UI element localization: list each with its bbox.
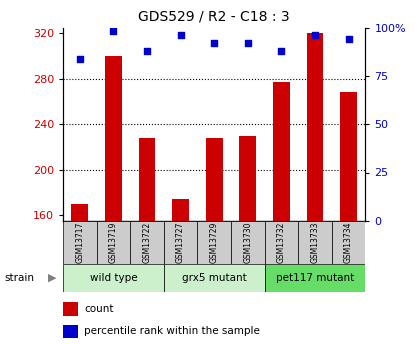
Bar [139,138,155,221]
Bar [105,56,122,221]
Text: ▶: ▶ [48,273,57,283]
Point [76,56,83,61]
Text: wild type: wild type [89,273,137,283]
Bar [63,264,164,292]
Text: GSM13733: GSM13733 [310,221,320,263]
Point [345,37,352,42]
Bar [265,221,298,264]
Bar [307,33,323,221]
Text: strain: strain [4,273,34,283]
Bar [340,92,357,221]
Text: GSM13717: GSM13717 [75,222,84,263]
Bar [71,204,88,221]
Bar [97,221,130,264]
Bar [231,221,265,264]
Text: GSM13730: GSM13730 [243,221,252,263]
Point [244,40,251,46]
Text: pet117 mutant: pet117 mutant [276,273,354,283]
Text: GSM13732: GSM13732 [277,222,286,263]
Bar [164,264,265,292]
Text: count: count [84,304,114,314]
Point [177,32,184,38]
Bar [164,221,197,264]
Bar [265,264,365,292]
Text: percentile rank within the sample: percentile rank within the sample [84,326,260,336]
Bar [172,199,189,221]
Bar [197,221,231,264]
Point [144,48,150,53]
Point [211,40,218,46]
Text: GSM13729: GSM13729 [210,222,219,263]
Text: GSM13727: GSM13727 [176,222,185,263]
Text: GSM13719: GSM13719 [109,222,118,263]
Bar [206,138,223,221]
Bar [63,325,78,338]
Point [278,48,285,53]
Bar [273,82,290,221]
Bar [63,302,78,316]
Point [312,32,318,38]
Text: grx5 mutant: grx5 mutant [182,273,247,283]
Point [110,29,117,34]
Title: GDS529 / R2 - C18 : 3: GDS529 / R2 - C18 : 3 [138,10,290,24]
Bar [298,221,332,264]
Bar [63,221,97,264]
Bar [130,221,164,264]
Text: GSM13734: GSM13734 [344,221,353,263]
Bar [239,136,256,221]
Text: GSM13722: GSM13722 [142,222,152,263]
Bar [332,221,365,264]
